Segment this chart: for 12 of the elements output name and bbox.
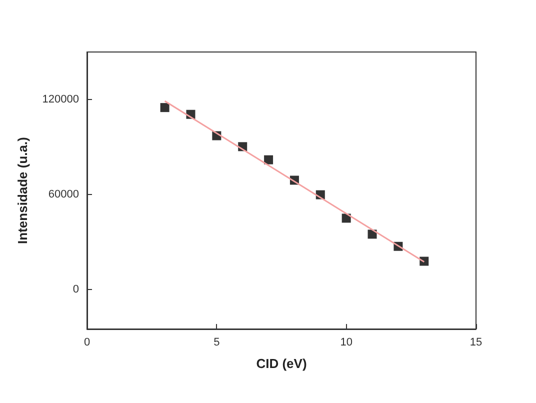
y-tick-label: 120000 bbox=[42, 93, 79, 106]
x-axis-title: CID (eV) bbox=[256, 356, 307, 371]
x-tick-label: 10 bbox=[340, 336, 352, 348]
x-tick-label: 0 bbox=[84, 336, 90, 348]
y-tick-label: 0 bbox=[72, 283, 79, 296]
x-tick-label: 15 bbox=[470, 336, 482, 348]
y-axis-title: Intensidade (u.a.) bbox=[15, 137, 30, 244]
point bbox=[160, 103, 170, 112]
x-tick-label: 5 bbox=[214, 336, 220, 348]
point bbox=[264, 155, 274, 164]
y-tick-label: 60000 bbox=[48, 188, 79, 200]
point bbox=[420, 256, 429, 266]
